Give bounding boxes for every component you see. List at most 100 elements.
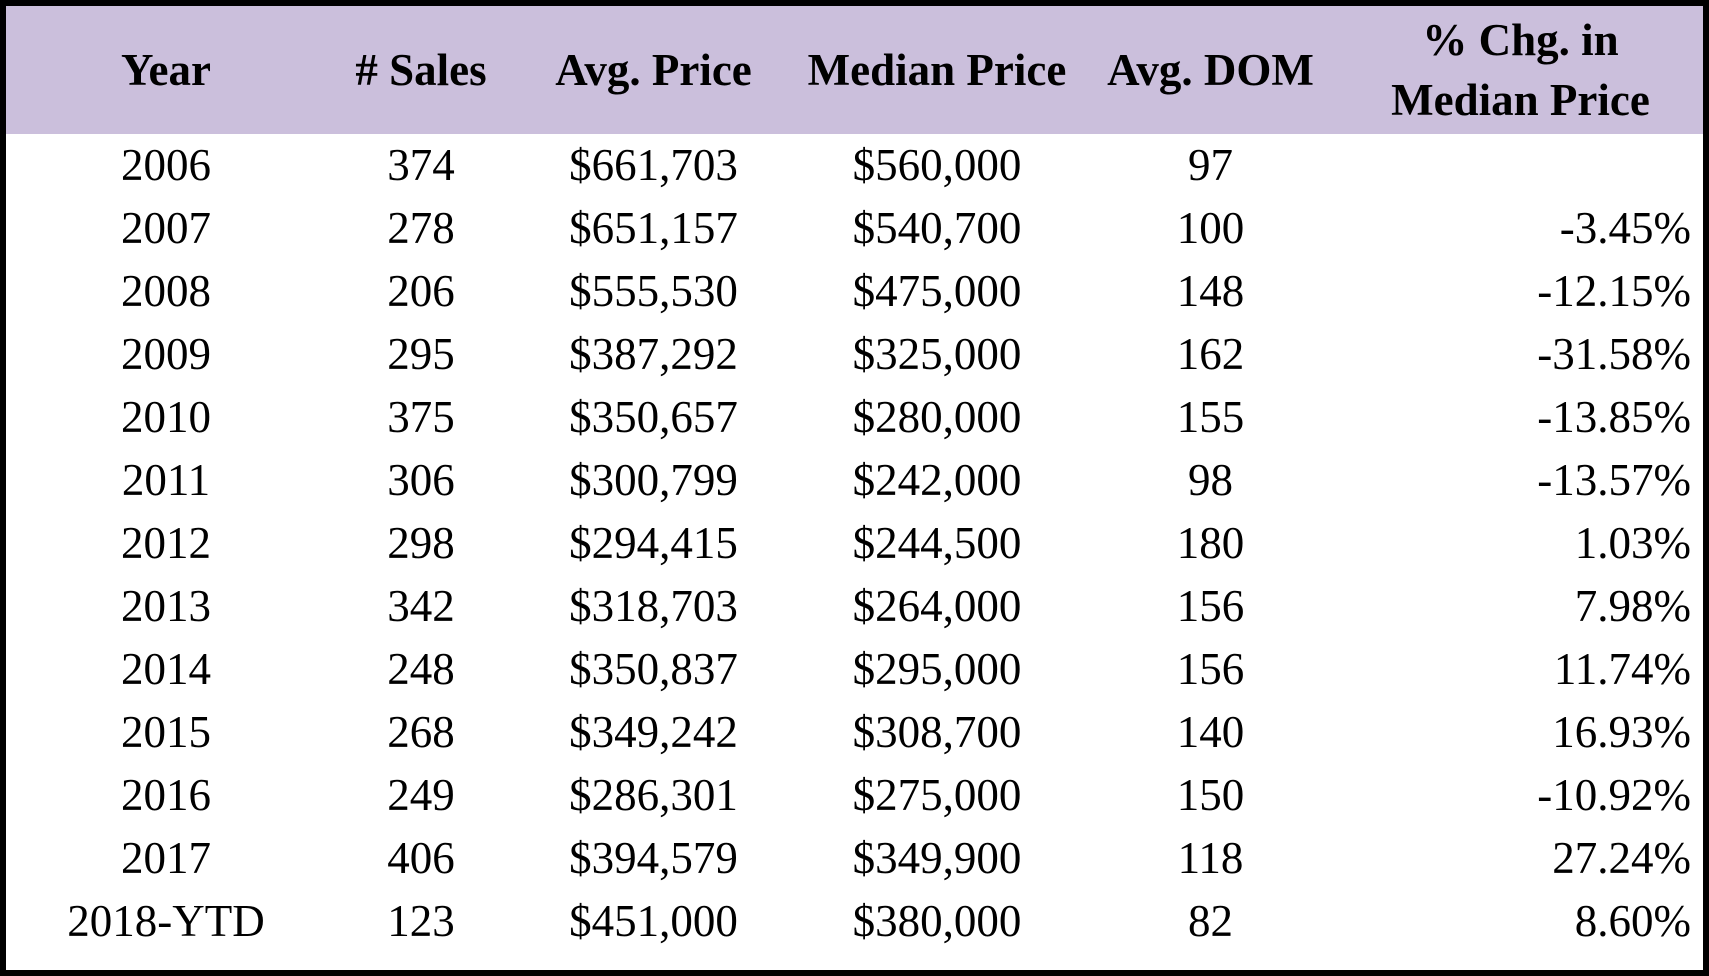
cell-year: 2007 [121,203,211,253]
cell-avg-price: $350,837 [569,644,738,694]
cell-sales: 295 [387,329,455,379]
cell-year: 2013 [121,581,211,631]
table-row: 2018-YTD 123 $451,000 $380,000 82 8.60% [6,890,1703,953]
cell-year: 2010 [121,392,211,442]
cell-year: 2014 [121,644,211,694]
cell-pct-change: 11.74% [1553,644,1691,694]
cell-avg-dom: 150 [1176,770,1245,820]
cell-avg-price: $300,799 [569,455,738,505]
cell-sales: 374 [387,140,455,190]
cell-avg-price: $318,703 [569,581,738,631]
cell-year: 2016 [121,770,211,820]
cell-sales: 123 [387,896,455,946]
cell-sales: 306 [387,455,455,505]
cell-sales: 342 [387,581,455,631]
cell-pct-change: 7.98% [1574,581,1691,631]
cell-avg-dom: 100 [1176,203,1245,253]
cell-pct-change: -13.57% [1537,455,1691,505]
table-row: 2016 249 $286,301 $275,000 150 -10.92% [6,764,1703,827]
cell-pct-change: -12.15% [1537,266,1691,316]
cell-median-price: $244,500 [852,518,1022,568]
table-row: 2007 278 $651,157 $540,700 100 -3.45% [6,197,1703,260]
table-row: 2014 248 $350,837 $295,000 156 11.74% [6,638,1703,701]
cell-avg-dom: 118 [1177,833,1244,883]
cell-median-price: $540,700 [852,203,1022,253]
cell-year: 2008 [121,266,211,316]
cell-year: 2009 [121,329,211,379]
cell-avg-dom: 155 [1176,392,1245,442]
cell-year: 2006 [121,140,211,190]
table-row: 2015 268 $349,242 $308,700 140 16.93% [6,701,1703,764]
cell-avg-price: $661,703 [569,140,738,190]
cell-pct-change: 16.93% [1552,707,1691,757]
sales-data-table: Year # Sales Avg. Price Median Price Avg… [6,6,1703,953]
table-row: 2010 375 $350,657 $280,000 155 -13.85% [6,386,1703,449]
cell-sales: 249 [387,770,455,820]
cell-avg-price: $651,157 [569,203,738,253]
cell-avg-price: $350,657 [569,392,738,442]
cell-pct-change: 27.24% [1552,833,1691,883]
cell-sales: 406 [387,833,455,883]
cell-sales: 268 [387,707,455,757]
cell-median-price: $308,700 [852,707,1022,757]
cell-median-price: $275,000 [852,770,1022,820]
column-header-median-price: Median Price [807,45,1067,95]
cell-avg-dom: 162 [1176,329,1245,379]
cell-avg-dom: 156 [1176,581,1245,631]
cell-avg-dom: 140 [1176,707,1245,757]
table-row: 2012 298 $294,415 $244,500 180 1.03% [6,512,1703,575]
column-header-pct-change: % Chg. in Median Price [1391,15,1650,125]
table-row: 2008 206 $555,530 $475,000 148 -12.15% [6,260,1703,323]
cell-avg-price: $387,292 [569,329,738,379]
cell-year: 2015 [121,707,211,757]
cell-pct-change [1338,134,1703,197]
cell-avg-dom: 97 [1188,140,1233,190]
table-body: 2006 374 $661,703 $560,000 97 2007 278 $651,157… [6,134,1703,953]
cell-median-price: $560,000 [852,140,1022,190]
cell-median-price: $280,000 [852,392,1022,442]
column-header-sales: # Sales [355,45,487,95]
cell-median-price: $380,000 [852,896,1022,946]
cell-sales: 248 [387,644,455,694]
cell-pct-change: -31.58% [1537,329,1691,379]
column-header-year: Year [121,45,211,95]
cell-sales: 375 [387,392,455,442]
cell-year: 2011 [121,455,211,505]
cell-year: 2018-YTD [67,896,265,946]
cell-avg-price: $286,301 [569,770,738,820]
cell-median-price: $295,000 [852,644,1022,694]
cell-pct-change: -13.85% [1537,392,1691,442]
cell-avg-price: $294,415 [569,518,738,568]
cell-median-price: $325,000 [852,329,1022,379]
table-row: 2017 406 $394,579 $349,900 118 27.24% [6,827,1703,890]
cell-sales: 298 [387,518,455,568]
cell-median-price: $242,000 [852,455,1022,505]
table-header-row: Year # Sales Avg. Price Median Price Avg… [6,6,1703,134]
cell-avg-price: $394,579 [569,833,738,883]
table-row: 2011 306 $300,799 $242,000 98 -13.57% [6,449,1703,512]
column-header-avg-price: Avg. Price [555,45,752,95]
table-row: 2006 374 $661,703 $560,000 97 [6,134,1703,197]
cell-avg-dom: 98 [1188,455,1233,505]
cell-median-price: $475,000 [852,266,1022,316]
cell-year: 2017 [121,833,211,883]
cell-avg-price: $555,530 [569,266,738,316]
cell-avg-dom: 180 [1176,518,1245,568]
cell-sales: 278 [387,203,455,253]
cell-avg-dom: 156 [1176,644,1245,694]
column-header-avg-dom: Avg. DOM [1107,45,1314,95]
cell-median-price: $264,000 [852,581,1022,631]
table-row: 2013 342 $318,703 $264,000 156 7.98% [6,575,1703,638]
cell-avg-price: $451,000 [569,896,738,946]
cell-pct-change: -3.45% [1559,203,1691,253]
cell-avg-price: $349,242 [569,707,738,757]
cell-avg-dom: 82 [1188,896,1233,946]
table-row: 2009 295 $387,292 $325,000 162 -31.58% [6,323,1703,386]
cell-pct-change: -10.92% [1537,770,1691,820]
cell-avg-dom: 148 [1176,266,1245,316]
cell-year: 2012 [121,518,211,568]
cell-median-price: $349,900 [852,833,1022,883]
cell-pct-change: 8.60% [1574,896,1691,946]
cell-pct-change: 1.03% [1574,518,1691,568]
